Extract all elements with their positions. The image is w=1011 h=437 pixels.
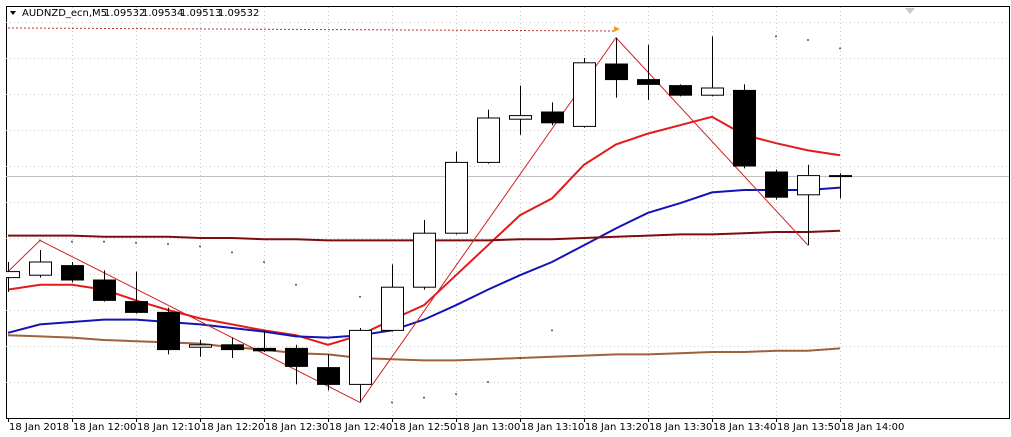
candle-body (349, 329, 372, 385)
indicator-dot (551, 329, 553, 332)
candle-body (157, 311, 180, 351)
indicator-dot (807, 39, 809, 41)
marker (614, 26, 620, 32)
x-tick-label: 18 Jan 12:10 (137, 422, 200, 433)
candle-body (6, 271, 20, 279)
shift-marker (905, 8, 915, 14)
low-price: 1.09513 (180, 8, 221, 19)
candle-body (445, 161, 468, 234)
level-line (7, 27, 617, 32)
indicator-dot (839, 47, 841, 50)
indicator-dot (391, 401, 393, 404)
indicator-dot (263, 261, 265, 263)
indicator-dot (519, 357, 521, 359)
x-tick-label: 18 Jan 12:50 (393, 422, 456, 433)
x-tick-label: 18 Jan 12:20 (201, 422, 264, 433)
candle-body (125, 301, 148, 313)
moving-average (7, 186, 841, 339)
x-tick-label: 18 Jan 12:40 (329, 422, 392, 433)
candle-body (61, 265, 84, 281)
indicator-dot (71, 240, 73, 243)
indicator-dot (487, 381, 489, 383)
candle-body (477, 117, 500, 163)
candle-body (701, 87, 724, 96)
candle-body (381, 286, 404, 331)
menu-arrow[interactable] (10, 11, 16, 15)
candle-body (413, 232, 436, 288)
x-tick-label: 18 Jan 13:00 (457, 422, 520, 433)
x-tick-label: 18 Jan 13:50 (777, 422, 840, 433)
indicator-dot (775, 35, 777, 38)
x-tick-label: 18 Jan 12:00 (73, 422, 136, 433)
candle-body (221, 344, 244, 351)
candle-body (605, 63, 628, 81)
candle-body (253, 347, 276, 352)
moving-average (7, 334, 841, 362)
zigzag-segment (7, 240, 41, 272)
indicator-dot (135, 241, 137, 244)
indicator-dot (231, 251, 233, 254)
high-price: 1.09534 (142, 8, 183, 19)
chart-title: AUDNZD_ecn,M5 (22, 8, 107, 19)
plot-frame (6, 6, 1010, 419)
x-tick-label: 18 Jan 12:30 (265, 422, 328, 433)
candle-body (189, 344, 212, 348)
open-price: 1.09532 (104, 8, 145, 19)
x-tick-label: 18 Jan 13:30 (649, 422, 712, 433)
indicator-dot (423, 396, 425, 399)
candle-body (797, 175, 820, 196)
candle-body (573, 62, 596, 127)
candle-body (29, 261, 52, 276)
indicator-dot (199, 245, 201, 248)
x-tick-label: 18 Jan 13:40 (713, 422, 776, 433)
zigzag-segment (39, 239, 361, 403)
candle-body (765, 171, 788, 198)
x-tick-label: 18 Jan 2018 (9, 422, 69, 433)
candle-body (317, 367, 340, 385)
x-tick-label: 18 Jan 14:00 (841, 422, 904, 433)
indicator-dot (39, 239, 41, 242)
candle-body (541, 111, 564, 124)
indicator-dot (455, 393, 457, 395)
indicator-dot (295, 283, 297, 286)
indicator-dot (359, 295, 361, 298)
indicator-dot (167, 243, 169, 245)
candle-body (285, 347, 308, 367)
candle-body (93, 279, 116, 301)
x-tick-label: 18 Jan 13:20 (585, 422, 648, 433)
candle-body (829, 175, 852, 178)
candle-body (637, 79, 660, 85)
x-tick-label: 18 Jan 13:10 (521, 422, 584, 433)
close-price: 1.09532 (218, 8, 259, 19)
candle-body (733, 89, 756, 167)
plot-area (6, 7, 1009, 418)
indicator-dot (103, 240, 105, 243)
candle-body (509, 115, 532, 120)
candle-body (669, 85, 692, 96)
